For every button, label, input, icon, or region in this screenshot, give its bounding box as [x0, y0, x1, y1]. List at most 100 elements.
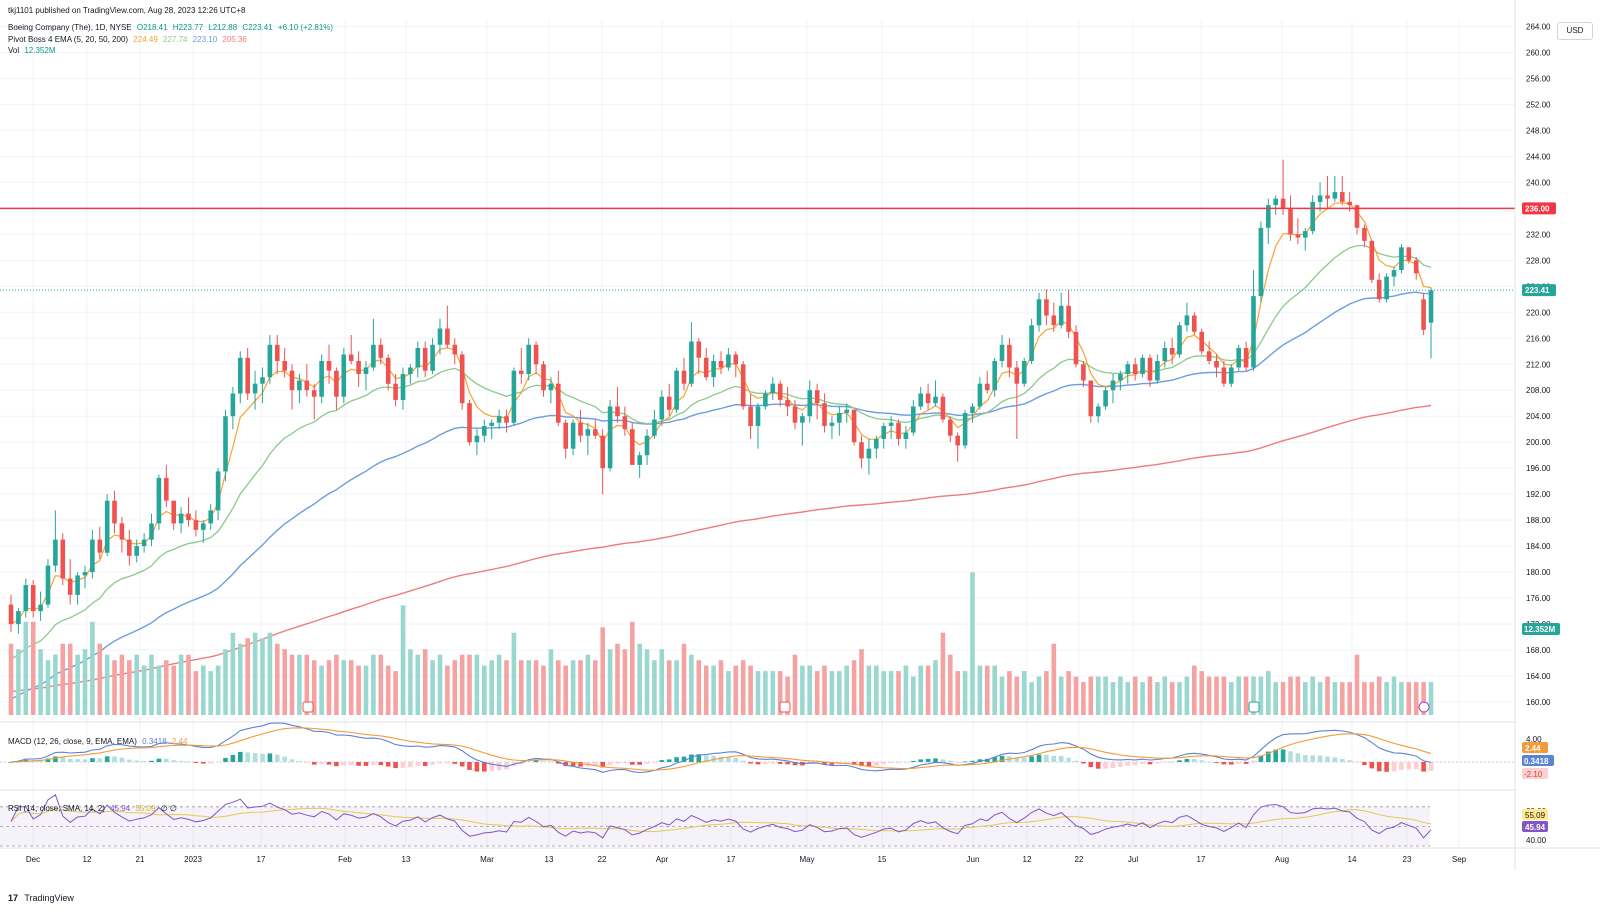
- volume-bar: [866, 665, 872, 715]
- candle-body: [90, 539, 95, 573]
- price-tick-label: 160.00: [1526, 698, 1551, 707]
- macd-histogram-bar: [600, 762, 605, 768]
- volume-bar: [60, 643, 66, 715]
- volume-bar: [1376, 676, 1382, 715]
- candle-body: [504, 416, 509, 423]
- volume-bar: [215, 665, 221, 715]
- volume-bar: [711, 665, 716, 715]
- candle-body: [593, 429, 598, 436]
- macd-value-tag-bg: [1522, 755, 1554, 766]
- vol-label[interactable]: Vol: [8, 46, 20, 55]
- volume-bar: [1118, 676, 1123, 715]
- macd-histogram-bar: [149, 760, 154, 762]
- candle-body: [1236, 348, 1241, 368]
- volume-bar: [1221, 676, 1227, 715]
- macd-hist-tag-bg: [1522, 768, 1548, 779]
- volume-bar: [755, 671, 761, 715]
- candle-body: [985, 383, 990, 391]
- macd-histogram-bar: [859, 762, 864, 767]
- candle-body: [1066, 305, 1071, 332]
- volume-bar: [23, 621, 29, 715]
- volume-bar: [985, 665, 990, 715]
- macd-histogram-bar: [1125, 762, 1131, 766]
- candle-body: [1214, 361, 1219, 368]
- time-tick-label: Aug: [1275, 855, 1289, 864]
- macd-histogram-bar: [1199, 760, 1204, 762]
- candle-body: [252, 383, 258, 394]
- macd-histogram-bar: [171, 760, 176, 762]
- currency-button[interactable]: USD: [1557, 22, 1593, 40]
- volume-legend[interactable]: Vol 12.352M: [8, 46, 59, 55]
- candle-body: [378, 344, 384, 358]
- rsi-legend[interactable]: RSI (14, close, SMA, 14, 2) 45.94 55.09 …: [8, 804, 180, 813]
- macd-histogram-bar: [1236, 762, 1241, 764]
- volume-bar: [334, 654, 339, 715]
- candle-body: [260, 377, 265, 384]
- candle-body: [408, 367, 413, 374]
- candle-body: [740, 364, 746, 407]
- candle-body: [1221, 367, 1227, 384]
- volume-bar: [452, 660, 458, 715]
- macd-legend[interactable]: MACD (12, 26, close, 9, EMA, EMA) 0.3418…: [8, 737, 190, 746]
- candle-body: [526, 344, 531, 374]
- volume-bar: [193, 671, 199, 715]
- time-tick-label: 12: [1023, 855, 1032, 864]
- time-tick-label: 22: [598, 855, 607, 864]
- candle-body: [896, 422, 901, 439]
- candle-body: [726, 354, 731, 368]
- candle-body: [119, 523, 125, 540]
- candle-body: [1192, 315, 1197, 332]
- volume-bar: [1155, 682, 1160, 715]
- time-tick-label: 13: [545, 855, 554, 864]
- candlesticks: [8, 159, 1434, 634]
- candle-body: [230, 393, 236, 417]
- ema20-value: 227.74: [163, 35, 188, 44]
- candle-body: [511, 370, 517, 423]
- volume-bar: [186, 654, 191, 715]
- candle-body: [75, 575, 80, 595]
- volume-bar: [1362, 682, 1367, 715]
- macd-histogram-bar: [1428, 762, 1434, 771]
- candle-body: [881, 426, 886, 439]
- macd-histogram-bar: [1266, 751, 1271, 762]
- macd-histogram-bar: [178, 760, 184, 762]
- candle-body: [659, 396, 665, 420]
- brand-name: TradingView: [24, 893, 74, 903]
- earnings-marker-icon: [302, 701, 314, 713]
- volume-bar: [422, 649, 428, 715]
- volume-bar: [1236, 676, 1241, 715]
- candle-body: [171, 500, 176, 524]
- volume-bar: [326, 660, 332, 715]
- candle-body: [1243, 348, 1249, 368]
- macd-histogram-bar: [607, 762, 613, 765]
- macd-histogram-bar: [1051, 755, 1057, 762]
- macd-histogram-bar: [1317, 755, 1323, 762]
- symbol-title[interactable]: Boeing Company (The), 1D, NYSE: [8, 23, 132, 32]
- volume-bar: [1088, 676, 1094, 715]
- volume-bar: [563, 665, 568, 715]
- macd-histogram-bar: [489, 762, 494, 772]
- ema-legend[interactable]: Pivot Boss 4 EMA (5, 20, 50, 200) 224.49…: [8, 35, 250, 44]
- candle-body: [541, 364, 546, 391]
- ema-label[interactable]: Pivot Boss 4 EMA (5, 20, 50, 200): [8, 35, 129, 44]
- resistance-price-tag-bg: [1522, 202, 1556, 215]
- volume-bar: [260, 638, 265, 715]
- time-tick-label: 2023: [184, 855, 202, 864]
- volume-bar: [504, 660, 509, 715]
- macd-histogram-bar: [459, 762, 465, 767]
- macd-histogram-bar: [615, 762, 620, 764]
- macd-histogram-bar: [45, 758, 51, 762]
- macd-histogram-bar: [319, 762, 324, 765]
- macd-histogram-bar: [1014, 757, 1020, 762]
- price-tick-label: 168.00: [1526, 646, 1551, 655]
- candle-body: [1125, 364, 1131, 374]
- macd-label[interactable]: MACD (12, 26, close, 9, EMA, EMA): [8, 737, 137, 746]
- rsi-label[interactable]: RSI (14, close, SMA, 14, 2): [8, 804, 105, 813]
- macd-histogram-bar: [1118, 762, 1123, 767]
- candle-body: [297, 380, 302, 391]
- candle-body: [445, 328, 450, 345]
- symbol-legend[interactable]: Boeing Company (The), 1D, NYSE O218.41 H…: [8, 23, 336, 32]
- candle-body: [1110, 380, 1116, 391]
- macd-histogram-bar: [8, 762, 14, 763]
- volume-bar: [90, 621, 95, 715]
